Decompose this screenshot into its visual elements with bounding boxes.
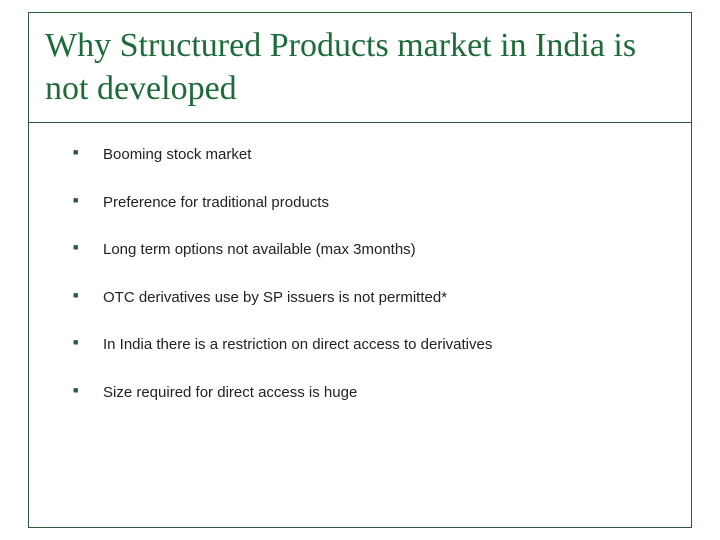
bullet-item: Booming stock market (73, 145, 667, 165)
slide-content: Booming stock market Preference for tradi… (29, 123, 691, 454)
bullet-item: Preference for traditional products (73, 193, 667, 213)
slide-title: Why Structured Products market in India … (29, 13, 691, 123)
bullet-item: OTC derivatives use by SP issuers is not… (73, 288, 667, 308)
slide-frame: Why Structured Products market in India … (28, 12, 692, 528)
bullet-item: In India there is a restriction on direc… (73, 335, 667, 355)
bullet-item: Size required for direct access is huge (73, 383, 667, 403)
bullet-item: Long term options not available (max 3mo… (73, 240, 667, 260)
bullet-list: Booming stock market Preference for tradi… (73, 145, 667, 402)
